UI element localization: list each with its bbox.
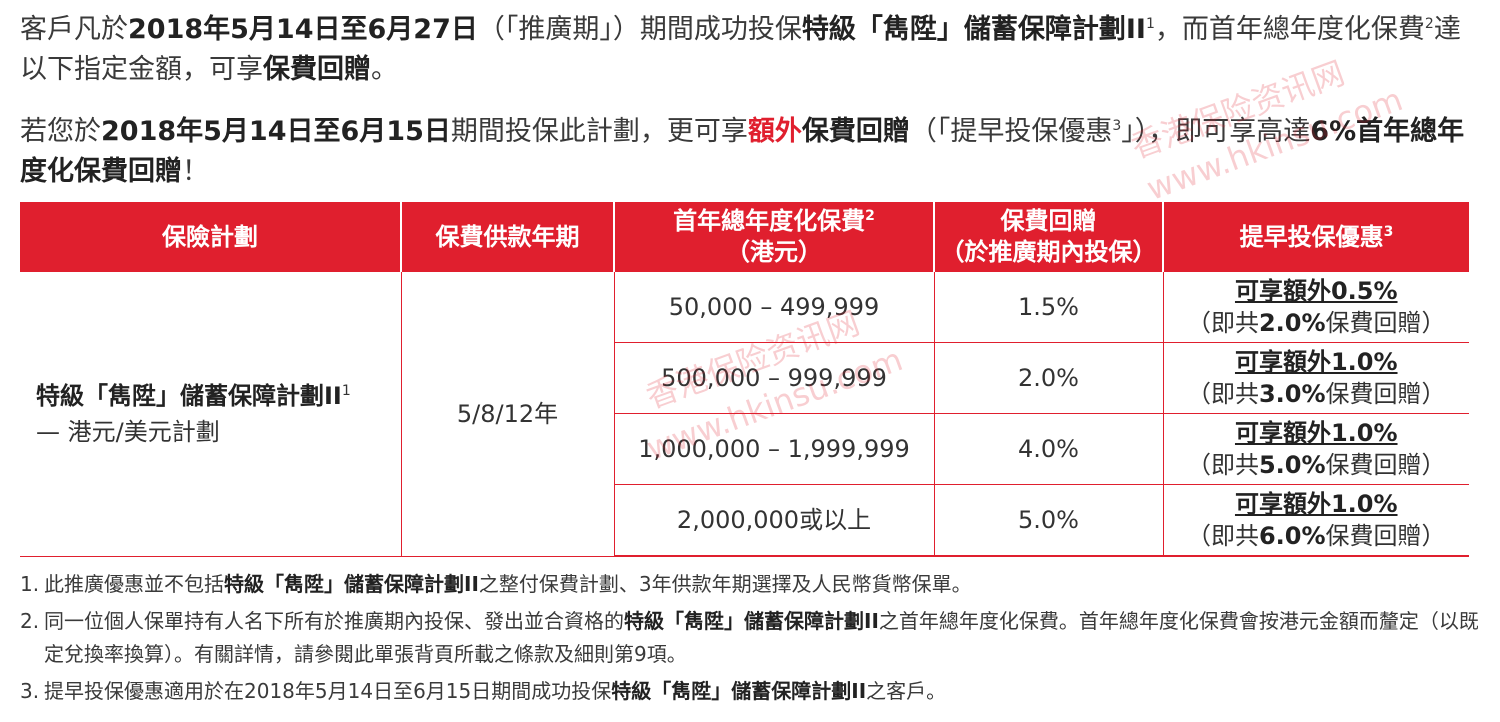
header-plan: 保險計劃 <box>20 202 401 272</box>
plan-cell: 特級「雋陞」儲蓄保障計劃II1 — 港元/美元計劃 <box>20 272 401 557</box>
footnote-ref: 1 <box>1145 16 1155 32</box>
intro-paragraph-2: 若您於2018年5月14日至6月15日期間投保此計劃，更可享額外保費回贈（「提早… <box>20 112 1480 192</box>
intro-text: 若您於 <box>20 116 101 147</box>
footnote-number: 1. <box>20 572 40 596</box>
rebate-cell: 5.0% <box>933 484 1163 557</box>
table-header-row: 保險計劃 保費供款年期 首年總年度化保費2 （港元） 保費回贈 （於推廣期內投保） … <box>20 202 1469 272</box>
header-rebate: 保費回贈 （於推廣期內投保） <box>933 202 1163 272</box>
footnote-number: 3. <box>20 679 40 703</box>
intro-text: （「提早投保優惠 <box>909 116 1113 147</box>
table-row: 特級「雋陞」儲蓄保障計劃II1 — 港元/美元計劃 5/8/12年 50,000… <box>20 272 1469 557</box>
footnotes: 1. 此推廣優惠並不包括特級「雋陞」儲蓄保障計劃II之整付保費計劃、3年供款年期選… <box>20 568 1480 708</box>
header-early-offer: 提早投保優惠3 <box>1162 202 1469 272</box>
early-period-dates: 2018年5月14日至6月15日 <box>101 116 451 147</box>
premium-cell: 50,000 – 499,999 <box>613 272 934 343</box>
premium-cell: 2,000,000或以上 <box>613 484 934 557</box>
intro-text: 」），即可享高達 <box>1121 116 1311 147</box>
header-premium: 首年總年度化保費2 （港元） <box>613 202 934 272</box>
plan-name: 特級「雋陞」儲蓄保障計劃II <box>801 14 1146 45</box>
table-row: 1,000,000 – 1,999,999 4.0% 可享額外1.0% （即共5.… <box>20 413 1469 485</box>
footnote-ref: 3 <box>1112 118 1122 134</box>
rebate-cell: 1.5% <box>933 272 1163 343</box>
rebate-cell: 2.0% <box>933 342 1163 414</box>
premium-rebate-text: 保費回贈 <box>263 54 371 85</box>
table-row: 500,000 – 999,999 2.0% 可享額外1.0% （即共3.0%保費… <box>20 342 1469 414</box>
footnote-number: 2. <box>20 609 40 633</box>
intro-text: ，而首年總年度化保費 <box>1154 14 1425 45</box>
intro-text: （「推廣期」）期間成功投保 <box>477 14 802 45</box>
premium-rebate-text: 保費回贈 <box>801 116 910 147</box>
early-offer-cell: 可享額外1.0% （即共5.0%保費回贈） <box>1162 413 1469 485</box>
footnote-item: 1. 此推廣優惠並不包括特級「雋陞」儲蓄保障計劃II之整付保費計劃、3年供款年期選… <box>20 568 1480 601</box>
intro-text: 。 <box>371 54 398 85</box>
plan-currency: — 港元/美元計劃 <box>36 417 220 446</box>
footnote-ref: 1 <box>341 382 351 399</box>
header-term: 保費供款年期 <box>400 202 614 272</box>
rebate-table: 保險計劃 保費供款年期 首年總年度化保費2 （港元） 保費回贈 （於推廣期內投保） … <box>20 202 1469 557</box>
intro-text: ！ <box>182 156 209 187</box>
extra-highlight: 額外 <box>747 116 802 147</box>
intro-text: 達以下指定金額，可享 <box>20 14 1461 85</box>
footnote-item: 2. 同一位個人保單持有人名下所有於推廣期內投保、發出並合資格的特級「雋陞」儲蓄保… <box>20 605 1480 671</box>
table-row: 2,000,000或以上 5.0% 可享額外1.0% （即共6.0%保費回贈） <box>20 484 1469 557</box>
intro-text: 期間投保此計劃，更可享 <box>450 116 748 147</box>
early-offer-cell: 可享額外0.5% （即共2.0%保費回贈） <box>1162 272 1469 343</box>
early-offer-cell: 可享額外1.0% （即共6.0%保費回贈） <box>1162 484 1469 557</box>
intro-paragraph-1: 客戶凡於2018年5月14日至6月27日（「推廣期」）期間成功投保特級「雋陞」儲… <box>20 10 1480 90</box>
premium-cell: 1,000,000 – 1,999,999 <box>613 413 934 485</box>
intro-text: 客戶凡於 <box>20 14 128 45</box>
early-offer-cell: 可享額外1.0% （即共3.0%保費回贈） <box>1162 342 1469 414</box>
max-rebate-text: 6%首年總年度化保費回贈 <box>20 116 1465 187</box>
footnote-item: 3. 提早投保優惠適用於在2018年5月14日至6月15日期間成功投保特級「雋陞」… <box>20 675 1480 708</box>
plan-name: 特級「雋陞」儲蓄保障計劃II <box>36 381 342 410</box>
term-cell: 5/8/12年 <box>400 272 614 557</box>
premium-cell: 500,000 – 999,999 <box>613 342 934 414</box>
rebate-cell: 4.0% <box>933 413 1163 485</box>
promo-period-dates: 2018年5月14日至6月27日 <box>128 14 478 45</box>
footnote-ref: 2 <box>1424 16 1434 32</box>
